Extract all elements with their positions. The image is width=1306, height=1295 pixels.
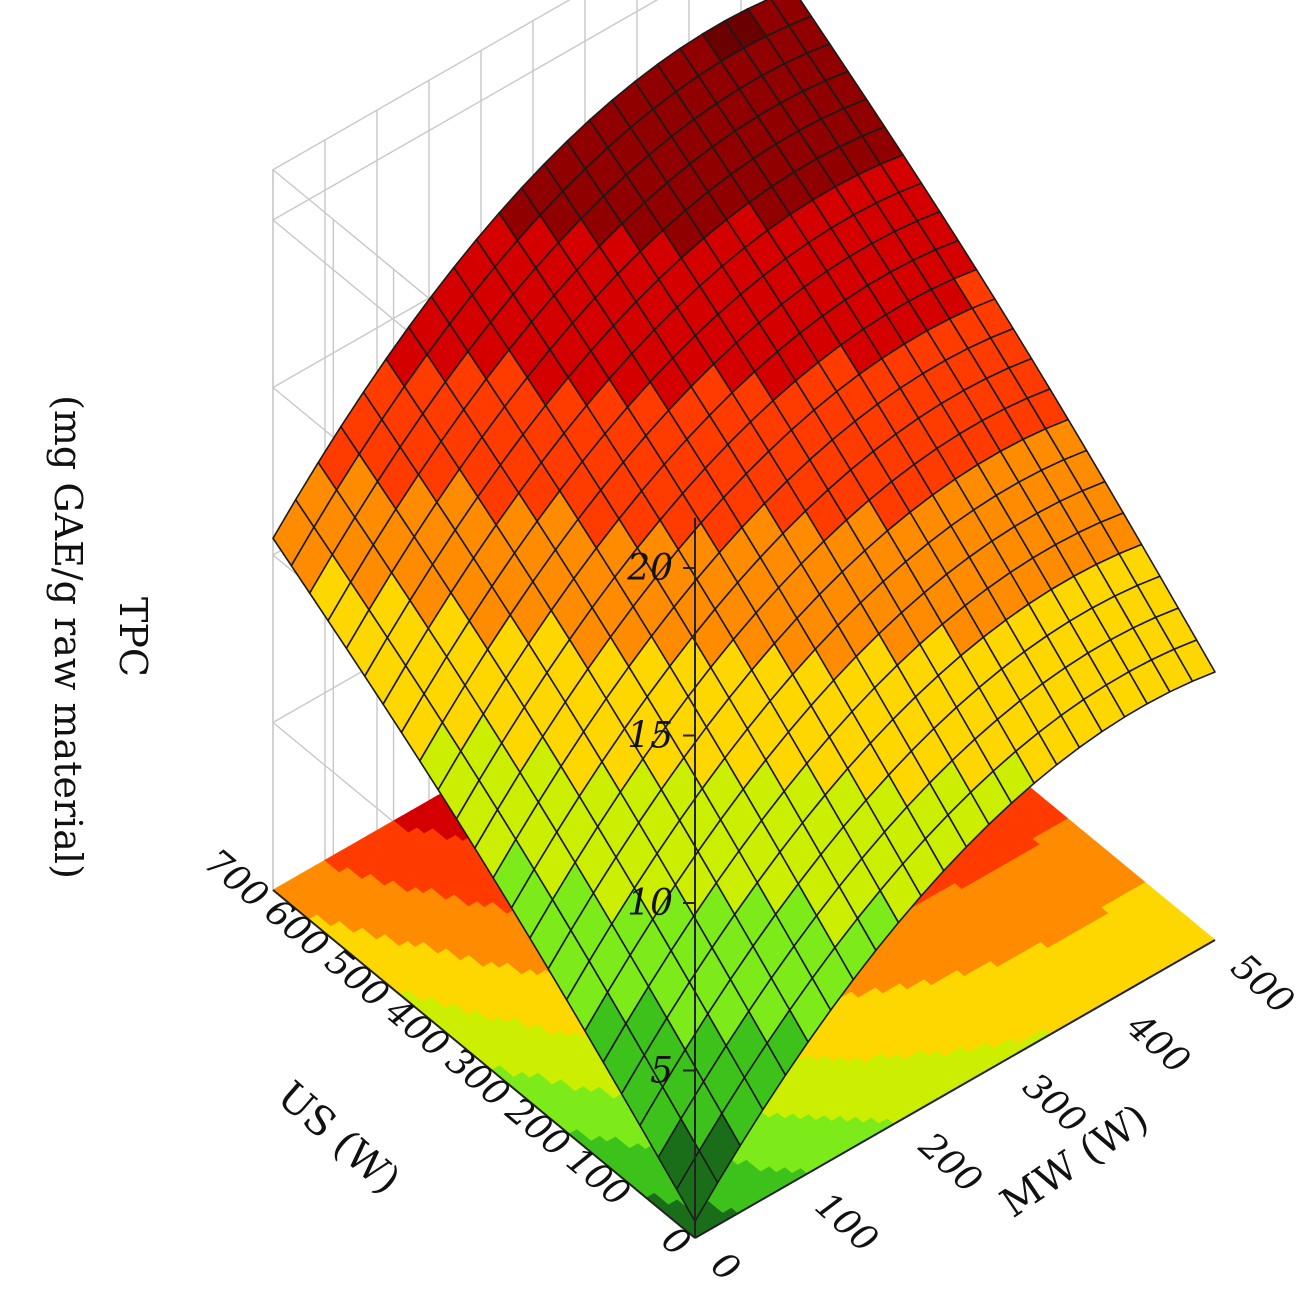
mw-tick-label: 400 (1118, 1005, 1197, 1082)
z-tick-label: 20 (626, 548, 673, 589)
z-tick-label: 10 (627, 883, 673, 924)
z-tick-label: 15 (627, 716, 673, 757)
z-axis-subtitle: (mg GAE/g raw material) (46, 395, 90, 879)
mw-tick-label: 0 (703, 1244, 747, 1290)
mw-tick-label: 500 (1223, 946, 1302, 1022)
us-tick-label: 700 (197, 841, 276, 917)
z-tick-label: 5 (650, 1051, 673, 1092)
z-axis-title: TPC (111, 597, 155, 677)
mw-tick-label: 200 (910, 1124, 989, 1201)
us-axis-title: US (W) (268, 1073, 408, 1204)
mw-tick-label: 100 (807, 1185, 886, 1261)
